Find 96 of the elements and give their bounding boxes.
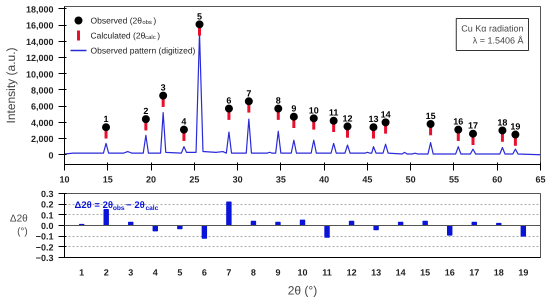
- x-tick-label: 19: [518, 268, 528, 278]
- point: [344, 122, 352, 130]
- annotation: 4: [181, 116, 186, 127]
- x-tick-label: 35: [276, 174, 286, 184]
- point: [274, 104, 282, 113]
- point: [102, 123, 110, 132]
- x-tick-label: 8: [250, 268, 256, 278]
- bar: [520, 225, 526, 237]
- point: [180, 126, 188, 134]
- annotation: 15: [426, 110, 436, 121]
- x-tick-label: 4: [152, 268, 158, 278]
- point: [310, 114, 318, 122]
- annotation: 16: [453, 116, 464, 127]
- annotation: 19: [510, 122, 520, 132]
- x-tick-label: 7: [226, 268, 232, 278]
- annotation: 8: [276, 96, 281, 106]
- x-tick-label: 20: [146, 174, 156, 184]
- bar: [104, 209, 109, 226]
- x-tick-label: 40: [319, 174, 330, 184]
- x-tick-label: 2: [104, 268, 109, 278]
- x-tick-label: 1: [79, 268, 84, 278]
- annotation: 13: [368, 114, 378, 124]
- point: [369, 123, 378, 132]
- x-tick-label: 25: [189, 174, 200, 184]
- x-tick-label: 5: [177, 268, 182, 278]
- y-tick-label: 0: [48, 150, 54, 160]
- y-axis-title: Δ2θ (°): [10, 213, 28, 238]
- x-tick-label: 15: [102, 174, 113, 184]
- annotation: 7: [246, 88, 252, 98]
- y-tick-label: 16,000: [26, 20, 54, 31]
- x-tick-label: 12: [346, 268, 357, 278]
- bar: [202, 225, 208, 239]
- x-tick-label: 11: [322, 268, 332, 278]
- x-tick-label: 13: [371, 268, 382, 278]
- point: [244, 97, 253, 106]
- bar: [447, 225, 452, 236]
- x-tick-label: 17: [469, 268, 480, 278]
- x-tick-label: 65: [535, 174, 546, 184]
- y-tick-label: 10,000: [26, 69, 54, 80]
- annotation: 14: [380, 109, 391, 120]
- point: [142, 115, 150, 124]
- point: [159, 92, 168, 100]
- y-tick-label: −0.3: [36, 253, 54, 263]
- y-tick-label: 0.1: [40, 210, 54, 220]
- point: [330, 116, 338, 125]
- point: [382, 118, 390, 126]
- point: [468, 130, 477, 138]
- y-tick-label: 14,000: [26, 36, 54, 47]
- x-tick-label: 18: [494, 268, 504, 278]
- point: [224, 104, 233, 113]
- x-tick-label: 6: [202, 268, 207, 278]
- point: [498, 126, 506, 134]
- y-tick-label: 4,000: [30, 118, 54, 128]
- point: [426, 120, 435, 128]
- y-tick-label: 6,000: [30, 102, 54, 112]
- y-tick-label: 12,000: [26, 53, 54, 64]
- annotation: 11: [328, 108, 338, 118]
- annotation: 10: [308, 105, 319, 116]
- annotation: 17: [468, 120, 478, 131]
- x-tick-label: 45: [362, 174, 372, 184]
- y-tick-label: 0.0: [40, 221, 54, 231]
- x-tick-label: 3: [128, 268, 134, 278]
- annotation: 9: [291, 104, 296, 114]
- bar: [226, 202, 232, 226]
- point: [511, 130, 520, 139]
- annotation: 3: [160, 82, 166, 93]
- y-tick-label: 8,000: [30, 85, 54, 96]
- x-tick-label: 10: [297, 268, 308, 278]
- legend-label: Observed pattern (digitized): [90, 46, 196, 56]
- y-tick-label: −0.1: [36, 232, 54, 242]
- x-tick-label: 15: [420, 268, 430, 278]
- point: [196, 20, 204, 28]
- annotation: 6: [226, 96, 232, 106]
- annotation: 2: [143, 106, 148, 116]
- y-tick-label: 18,000: [26, 4, 54, 14]
- y-tick-label: 0.3: [40, 189, 54, 199]
- x-tick-label: 9: [275, 268, 280, 278]
- annotation: Cu Kα radiation λ = 1.5406 Å: [461, 24, 524, 46]
- x-tick-label: 50: [406, 174, 416, 184]
- x-tick-label: 60: [492, 174, 502, 184]
- x-tick-label: 14: [396, 268, 406, 278]
- point: [454, 126, 462, 134]
- annotation: 18: [497, 117, 508, 128]
- annotation: 5: [197, 11, 202, 22]
- y-tick-label: 2,000: [30, 134, 54, 144]
- x-tick-label: 16: [444, 268, 455, 278]
- point: [290, 112, 298, 121]
- y-tick-label: 0.2: [40, 200, 54, 210]
- y-axis-title: Intensity (a.u.): [4, 47, 18, 124]
- y-tick-label: −0.2: [36, 242, 54, 252]
- annotation: 1: [104, 114, 109, 124]
- x-tick-label: 30: [232, 174, 243, 184]
- x-tick-label: 55: [448, 174, 459, 184]
- x-axis-title: 2θ (°): [288, 284, 318, 298]
- x-tick-label: 10: [59, 174, 70, 184]
- annotation: 12: [342, 113, 353, 124]
